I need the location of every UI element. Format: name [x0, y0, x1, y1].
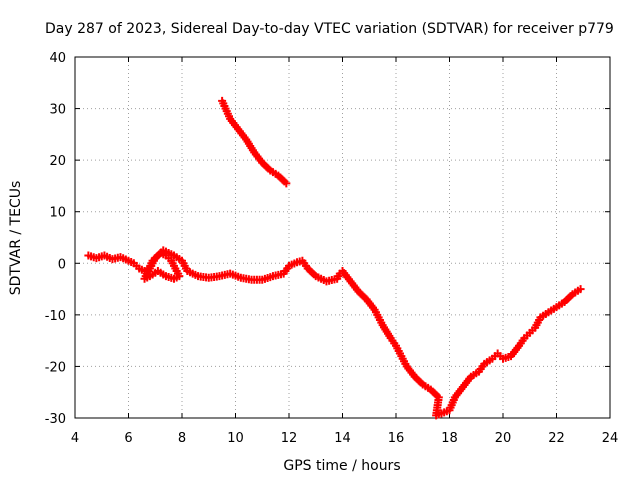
x-tick-label: 16 — [388, 431, 405, 446]
x-tick-label: 24 — [602, 431, 619, 446]
y-tick-label: 30 — [49, 103, 66, 118]
axis-ticks: 4 6 8 10 12 14 16 18 20 22 24 -30 -20 -10 0 10 20 30 40 — [45, 51, 619, 446]
data-points — [84, 96, 585, 420]
y-tick-label: -10 — [45, 309, 66, 324]
upper-track-point — [282, 179, 291, 188]
x-tick-label: 8 — [178, 431, 186, 446]
y-tick-label: -30 — [45, 412, 66, 427]
y-tick-label: -20 — [45, 360, 66, 375]
y-axis-label: SDTVAR / TECUs — [8, 181, 24, 296]
x-tick-label: 12 — [281, 431, 298, 446]
x-tick-label: 14 — [334, 431, 351, 446]
y-tick-label: 20 — [49, 154, 66, 169]
main-track-point — [576, 285, 585, 294]
chart-title: Day 287 of 2023, Sidereal Day-to-day VTE… — [45, 21, 614, 37]
grid-lines — [75, 57, 610, 418]
y-tick-label: 40 — [49, 51, 66, 66]
x-tick-label: 4 — [71, 431, 79, 446]
x-tick-label: 6 — [124, 431, 132, 446]
y-tick-label: 10 — [49, 206, 66, 221]
y-tick-label: 0 — [58, 257, 66, 272]
x-axis-label: GPS time / hours — [283, 458, 400, 474]
x-tick-label: 22 — [548, 431, 565, 446]
x-tick-label: 20 — [495, 431, 512, 446]
x-tick-label: 18 — [441, 431, 458, 446]
x-tick-label: 10 — [227, 431, 244, 446]
